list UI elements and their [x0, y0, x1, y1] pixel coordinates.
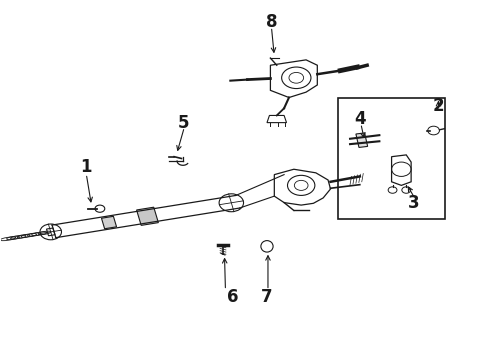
Text: 8: 8: [266, 13, 278, 31]
Bar: [338, 98, 445, 220]
Bar: [356, 133, 368, 148]
Bar: [101, 216, 117, 229]
Text: 6: 6: [227, 288, 239, 306]
Text: 2: 2: [432, 98, 444, 116]
Text: 7: 7: [261, 288, 273, 306]
Text: 1: 1: [80, 158, 92, 176]
Bar: [137, 207, 158, 225]
Text: 5: 5: [178, 114, 190, 132]
Text: 3: 3: [408, 194, 419, 212]
Text: 4: 4: [354, 110, 366, 128]
